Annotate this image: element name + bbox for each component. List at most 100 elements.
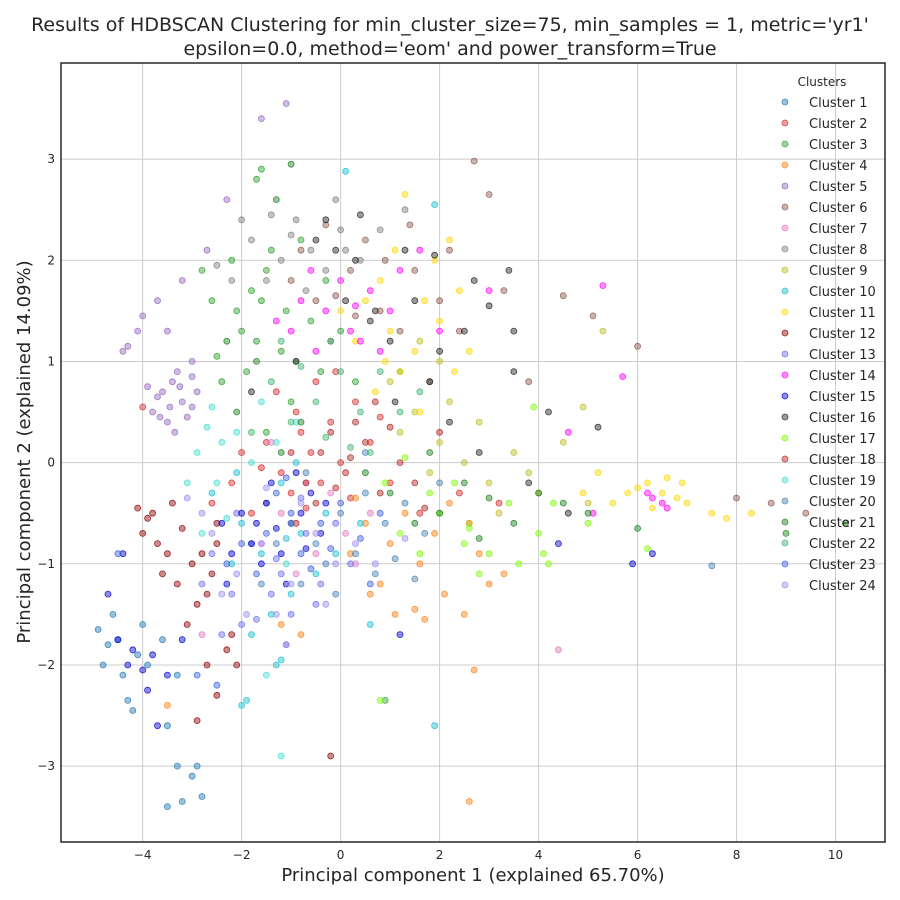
data-point bbox=[530, 403, 537, 411]
data-point bbox=[396, 428, 404, 436]
legend-item: Cluster 18 bbox=[781, 453, 876, 468]
legend: Clusters Cluster 1 Cluster 2 Cluster 3 Clus… bbox=[781, 75, 876, 594]
data-point bbox=[119, 671, 127, 679]
data-point bbox=[361, 236, 369, 244]
data-point bbox=[159, 570, 166, 578]
data-point bbox=[267, 211, 275, 219]
data-point bbox=[386, 479, 394, 487]
data-point bbox=[248, 631, 255, 638]
data-point bbox=[302, 504, 310, 512]
data-point bbox=[213, 352, 221, 360]
legend-marker bbox=[781, 581, 789, 589]
series-14 bbox=[272, 246, 671, 517]
data-point bbox=[149, 651, 157, 659]
data-point bbox=[436, 428, 444, 436]
data-point bbox=[673, 494, 681, 502]
legend-item: Cluster 7 bbox=[781, 222, 868, 237]
data-point bbox=[287, 160, 295, 168]
data-point bbox=[208, 530, 216, 537]
legend-label: Cluster 12 bbox=[809, 327, 876, 342]
data-point bbox=[525, 378, 533, 386]
data-point bbox=[475, 550, 483, 558]
series-16 bbox=[248, 211, 602, 517]
data-point bbox=[842, 519, 849, 527]
data-point bbox=[401, 246, 409, 254]
data-point bbox=[173, 762, 181, 770]
data-point bbox=[381, 256, 389, 264]
chart-title-line2: epsilon=0.0, method='eom' and power_tran… bbox=[183, 38, 716, 60]
data-point bbox=[178, 398, 186, 406]
data-point bbox=[272, 317, 280, 325]
data-point bbox=[104, 590, 112, 598]
data-point bbox=[634, 525, 641, 532]
data-point bbox=[188, 560, 196, 568]
series-17 bbox=[376, 403, 651, 704]
series-18 bbox=[287, 398, 444, 527]
y-tick-label: −2 bbox=[37, 658, 55, 672]
data-point bbox=[396, 327, 404, 335]
data-point bbox=[515, 560, 523, 568]
data-point bbox=[238, 216, 246, 224]
data-point bbox=[213, 681, 221, 689]
data-point bbox=[708, 509, 716, 517]
data-point bbox=[555, 540, 562, 547]
data-point bbox=[277, 256, 285, 264]
data-point bbox=[510, 519, 518, 527]
data-point bbox=[342, 167, 350, 175]
data-point bbox=[134, 327, 142, 335]
data-point bbox=[589, 312, 597, 320]
data-point bbox=[312, 499, 320, 507]
data-point bbox=[302, 469, 310, 477]
data-point bbox=[149, 408, 157, 416]
data-point bbox=[129, 707, 137, 714]
data-point bbox=[446, 418, 453, 426]
data-point bbox=[287, 519, 295, 527]
data-point bbox=[460, 540, 468, 547]
data-point bbox=[658, 499, 666, 507]
data-point bbox=[510, 368, 518, 376]
legend-item: Cluster 17 bbox=[781, 432, 876, 447]
series-15 bbox=[104, 469, 656, 730]
data-point bbox=[460, 327, 468, 335]
data-point bbox=[183, 413, 191, 421]
data-point bbox=[421, 297, 429, 305]
data-point bbox=[411, 519, 419, 527]
data-point bbox=[663, 474, 671, 482]
data-point bbox=[352, 550, 359, 558]
legend-marker bbox=[781, 266, 789, 274]
legend-marker bbox=[781, 287, 789, 295]
data-point bbox=[431, 722, 439, 730]
data-point bbox=[723, 514, 730, 522]
legend-label: Cluster 9 bbox=[809, 264, 868, 279]
data-point bbox=[193, 717, 201, 724]
data-point bbox=[208, 297, 216, 305]
data-point bbox=[223, 337, 231, 345]
y-tick-label: −1 bbox=[37, 557, 55, 571]
data-point bbox=[465, 519, 473, 527]
data-point bbox=[431, 251, 439, 259]
legend-label: Cluster 5 bbox=[809, 180, 868, 195]
legend-item: Cluster 3 bbox=[781, 138, 868, 153]
x-tick-label: 4 bbox=[535, 848, 543, 862]
data-point bbox=[292, 459, 300, 467]
data-point bbox=[223, 196, 231, 204]
series-21 bbox=[223, 160, 849, 542]
data-point bbox=[802, 509, 810, 517]
data-point bbox=[594, 469, 602, 477]
data-point bbox=[277, 752, 285, 760]
data-point bbox=[317, 368, 325, 376]
data-point bbox=[455, 489, 463, 497]
legend-item: Cluster 9 bbox=[781, 264, 868, 279]
data-point bbox=[292, 469, 300, 477]
data-point bbox=[282, 641, 290, 649]
data-point bbox=[352, 337, 359, 345]
data-point bbox=[347, 327, 354, 335]
data-point bbox=[272, 489, 280, 497]
data-point bbox=[178, 277, 186, 284]
legend-item: Cluster 22 bbox=[781, 537, 876, 552]
data-point bbox=[381, 519, 389, 527]
data-point bbox=[381, 697, 389, 704]
data-point bbox=[416, 337, 424, 345]
data-point bbox=[312, 236, 320, 244]
data-point bbox=[322, 216, 330, 224]
